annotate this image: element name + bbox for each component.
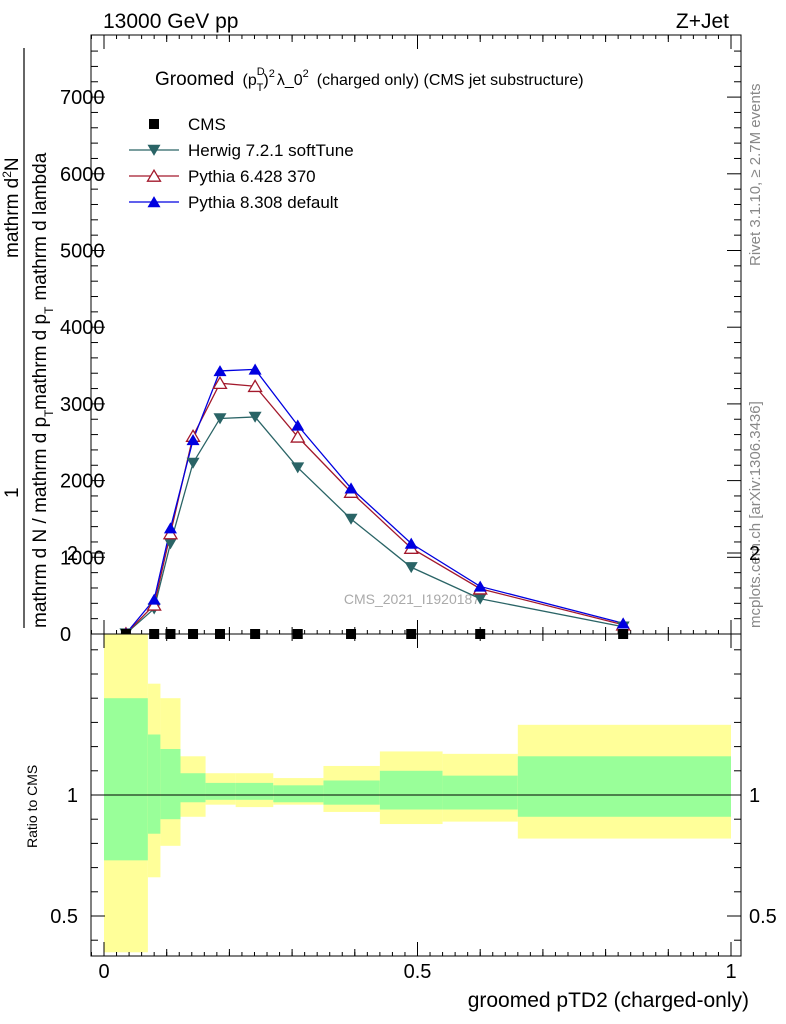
- main-ytick-label: 4000: [60, 317, 105, 339]
- pythia8-marker: [616, 617, 630, 629]
- ratio-inner-band: [104, 698, 148, 861]
- ratio-inner-band: [160, 749, 181, 820]
- ratio-ytick-label: 2: [67, 543, 78, 565]
- ratio-inner-band: [205, 782, 236, 800]
- herwig-marker: [404, 562, 418, 574]
- pythia6-marker: [212, 376, 228, 390]
- herwig-marker: [186, 457, 200, 469]
- legend-label: Herwig 7.2.1 softTune: [188, 141, 354, 160]
- ratio-inner-band: [517, 756, 731, 817]
- main-ylabel: 1 mathrm d2N mathrm d N / mathrm d pT ma…: [0, 48, 56, 628]
- herwig-marker: [473, 593, 487, 605]
- pythia6-marker: [146, 168, 162, 182]
- main-ytick-label: 2000: [60, 471, 105, 493]
- legend-label: CMS: [188, 115, 226, 134]
- herwig-marker: [344, 513, 358, 525]
- ratio-inner-band: [235, 782, 274, 800]
- ratio-bands: [104, 634, 731, 953]
- main-ytick-label: 3000: [60, 394, 105, 416]
- series-layer: [118, 363, 631, 640]
- ylabel-den1: mathrm d N / mathrm d pT: [30, 409, 56, 628]
- ratio-inner-band: [442, 775, 518, 810]
- chart-title: Groomed (pD T)2 λ_02 (charged only) (CMS je…: [155, 66, 584, 94]
- pythia8-marker: [404, 537, 418, 549]
- herwig-marker: [248, 411, 262, 423]
- pythia8-marker: [147, 593, 161, 605]
- ratio-inner-band: [273, 785, 324, 803]
- herwig-marker: [147, 144, 161, 156]
- ratio-ytick-label-right: 2: [749, 543, 760, 565]
- pythia8-marker: [473, 580, 487, 592]
- pythia8-marker: [291, 419, 305, 431]
- pythia6-marker: [290, 429, 306, 443]
- legend: CMS Herwig 7.2.1 softTune Pythia 6.428 370…: [129, 115, 354, 212]
- rivet-label: Rivet 3.1.10, ≥ 2.7M events: [747, 84, 764, 267]
- herwig-marker: [213, 413, 227, 425]
- pythia8-marker: [344, 482, 358, 494]
- ratio-inner-band: [180, 773, 206, 803]
- x-axis-label: groomed pTD2 (charged-only): [468, 989, 749, 1012]
- watermark: CMS_2021_I1920187: [344, 591, 480, 607]
- x-tick-label: 1: [725, 961, 736, 983]
- header-left: 13000 GeV pp: [103, 10, 238, 33]
- ratio-inner-band: [379, 770, 443, 810]
- legend-label: Pythia 8.308 default: [188, 193, 339, 212]
- main-ytick-label: 7000: [60, 87, 105, 109]
- pythia8-marker: [163, 522, 177, 534]
- main-ytick-label: 5000: [60, 241, 105, 263]
- ratio-panel: 0.5 0.51 12 2 0 0.5 1 Ratio to CMS groomed pT…: [24, 543, 777, 1012]
- x-tick-label: 0.5: [404, 961, 432, 983]
- ratio-ytick-label: 0.5: [50, 906, 78, 928]
- cms-marker: [149, 119, 159, 129]
- pythia8-marker: [186, 434, 200, 446]
- ratio-ytick-label: 1: [67, 785, 78, 807]
- ratio-inner-band: [323, 780, 380, 805]
- pythia6-marker: [247, 379, 263, 393]
- herwig-marker: [163, 538, 177, 550]
- ylabel-one: 1: [2, 487, 23, 498]
- ratio-ticks: [90, 552, 741, 956]
- ylabel-num2: mathrm d2N: [0, 157, 23, 258]
- pythia8-marker: [213, 365, 227, 377]
- main-ytick-label: 0: [60, 624, 71, 646]
- ratio-inner-band: [147, 734, 161, 834]
- ratio-ylabel: Ratio to CMS: [24, 765, 40, 848]
- x-tick-labels: 0 0.5 1: [98, 961, 736, 983]
- pythia8-marker: [147, 196, 161, 208]
- ratio-ytick-labels: 0.5 0.5 1 1 2 2: [50, 543, 777, 928]
- legend-label: Pythia 6.428 370: [188, 167, 316, 186]
- x-tick-label: 0: [98, 961, 109, 983]
- ylabel-den2: mathrm d pTmathrm d lambda: [30, 152, 56, 410]
- main-ytick-label: 6000: [60, 164, 105, 186]
- ratio-ytick-label-right: 0.5: [749, 906, 777, 928]
- mcplots-label: mcplots.cern.ch [arXiv:1306.3436]: [747, 401, 764, 628]
- ratio-ytick-label-right: 1: [749, 785, 760, 807]
- herwig-marker: [291, 462, 305, 474]
- header-right: Z+Jet: [676, 10, 729, 33]
- pythia8-marker: [248, 363, 262, 375]
